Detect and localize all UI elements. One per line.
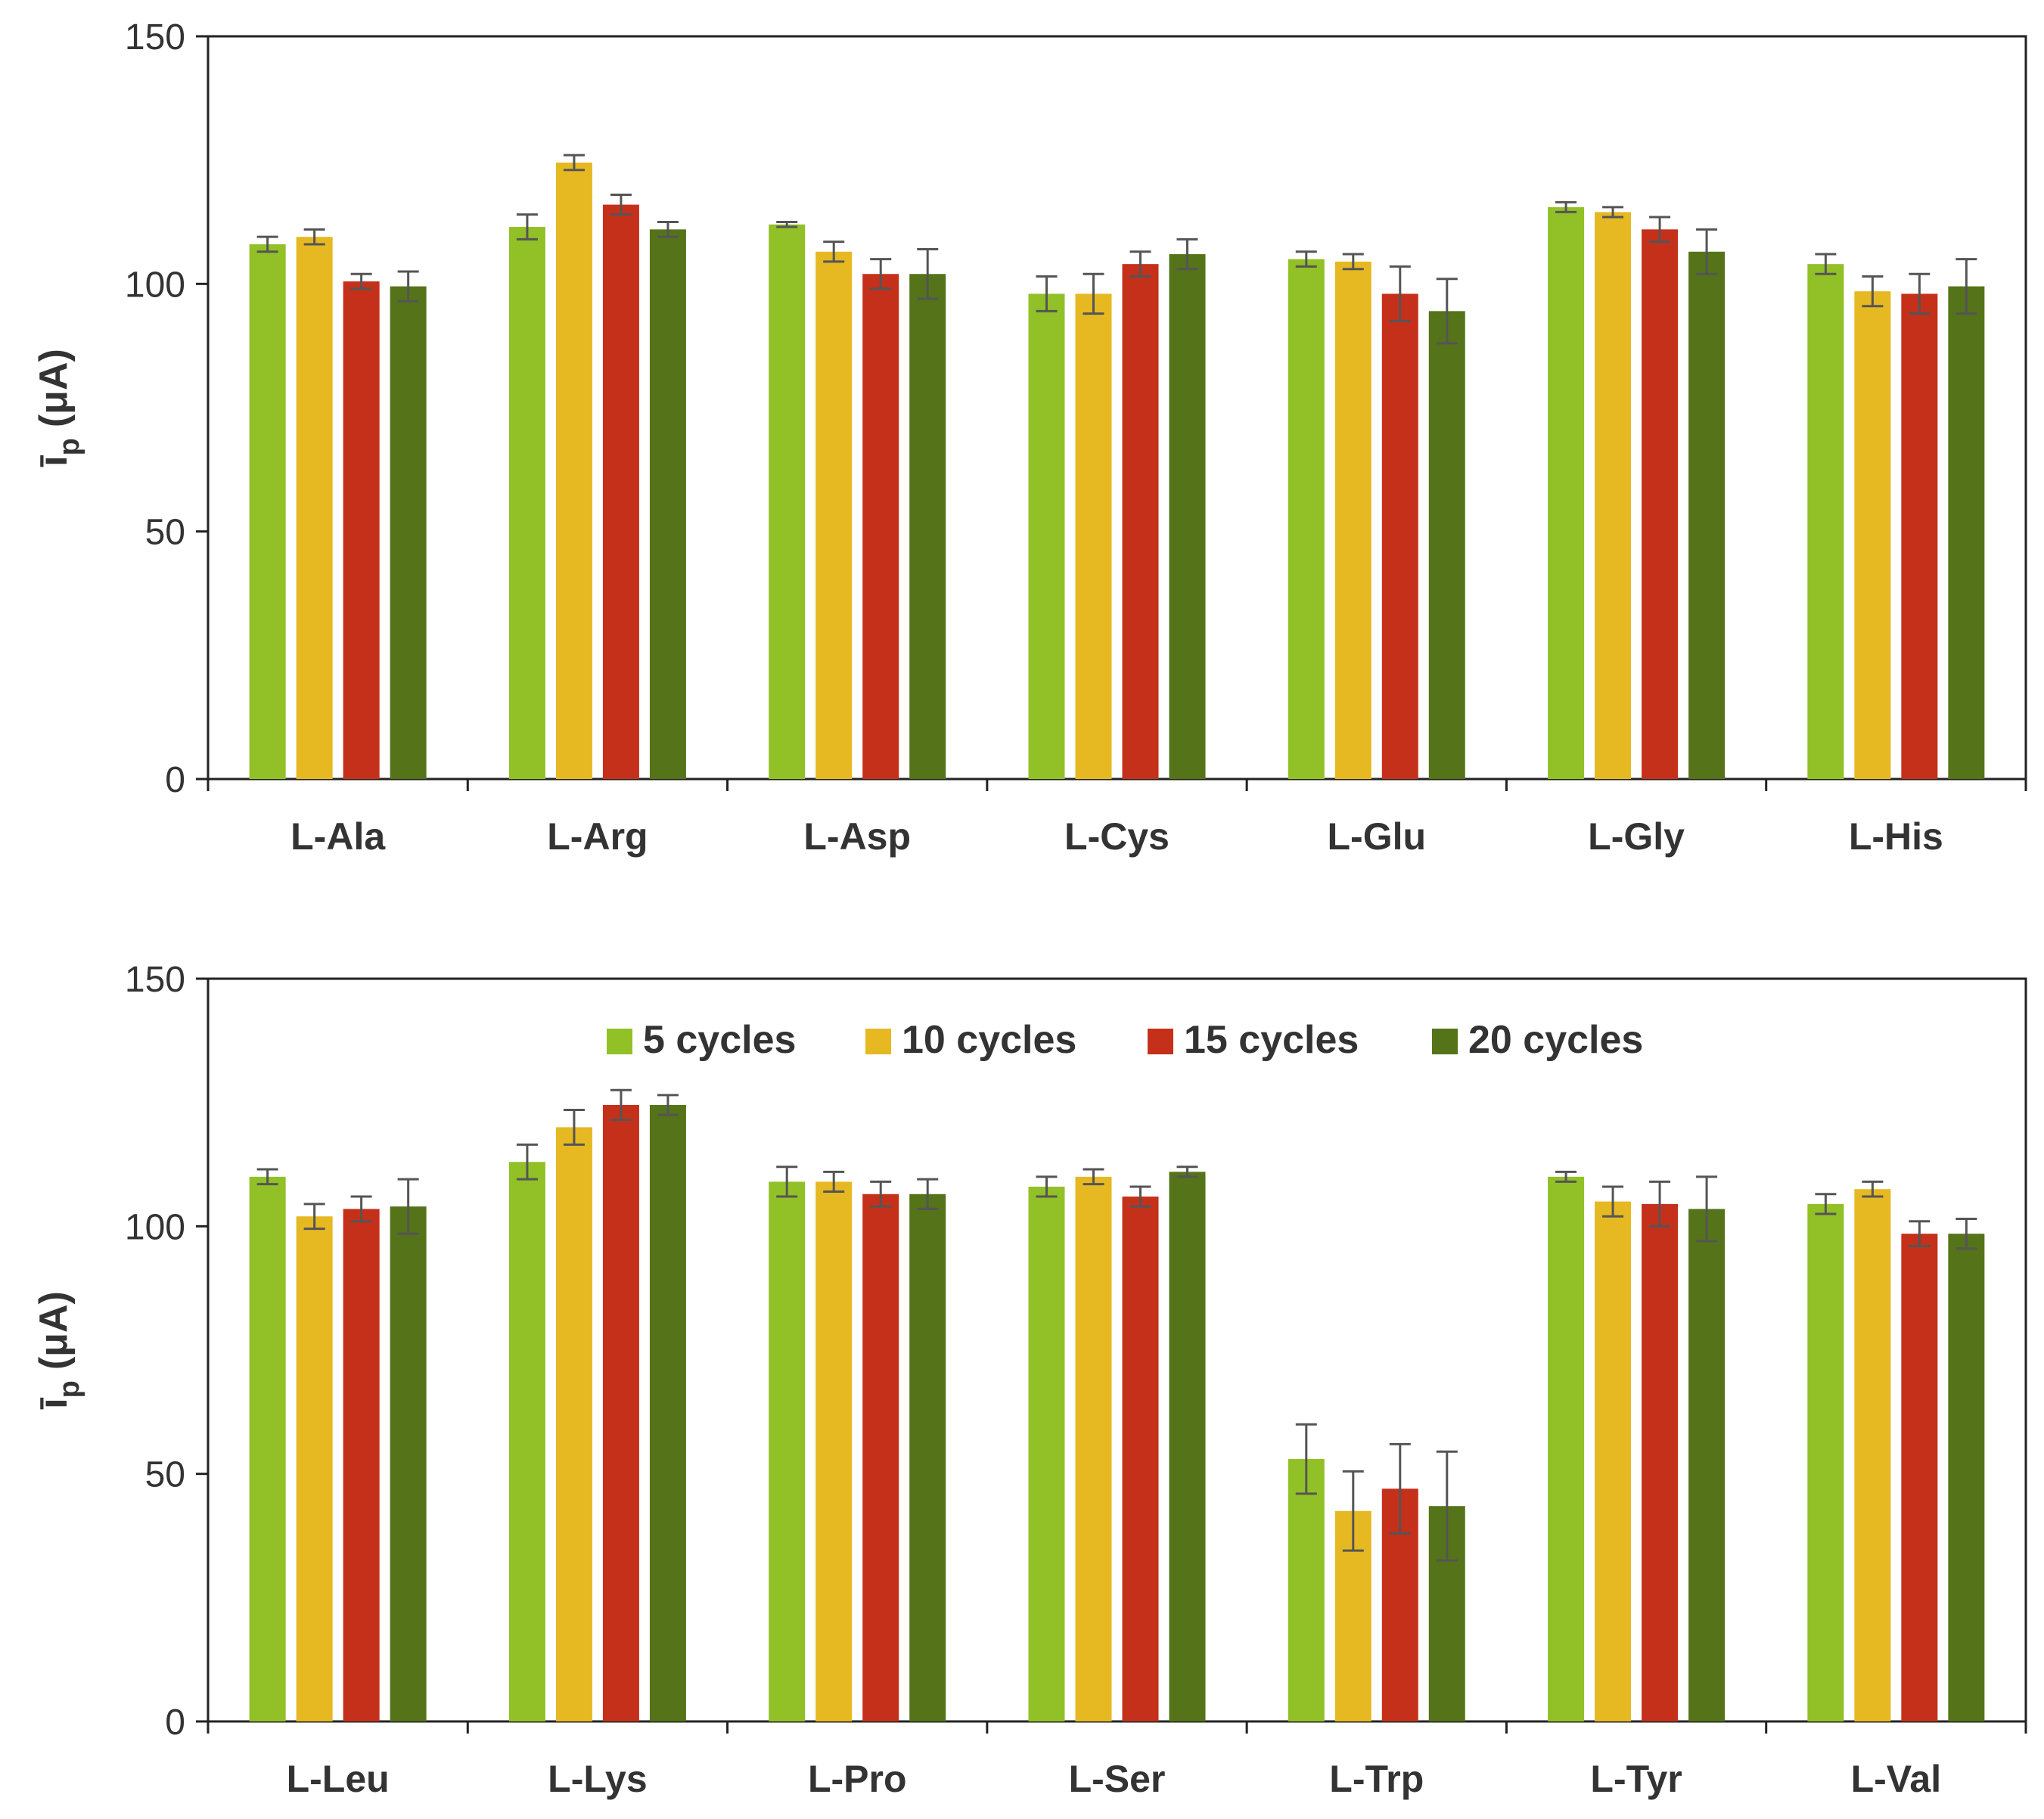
bar xyxy=(1334,261,1371,780)
bar xyxy=(1075,1176,1112,1721)
bar xyxy=(602,1104,639,1721)
bar xyxy=(1901,293,1938,780)
bar xyxy=(508,227,545,780)
y-axis-title-unit: (μA) xyxy=(32,349,76,427)
bar xyxy=(1028,1186,1065,1721)
bar xyxy=(1948,1234,1985,1721)
y-tick-label: 150 xyxy=(125,960,185,1000)
bar xyxy=(862,1194,899,1721)
legend-swatch xyxy=(865,1029,891,1054)
plot-frame xyxy=(207,35,2027,781)
bar xyxy=(1595,1201,1632,1721)
legend: 5 cycles 10 cycles 15 cycles 20 cycles xyxy=(607,1018,1643,1062)
bottom-panel: 0 50 100 150 L-Leu L-Lys L-Pro L-Ser L-Trp L-Tyr L… xyxy=(32,960,2027,1800)
bar xyxy=(1428,311,1465,780)
y-axis-title-main: ī xyxy=(32,1397,76,1410)
bar xyxy=(1642,229,1679,779)
y-axis-title-subscript: p xyxy=(54,438,85,455)
bar xyxy=(296,1216,333,1721)
legend-label: 10 cycles xyxy=(902,1018,1076,1062)
category-label: L-Gly xyxy=(1588,815,1685,858)
legend-swatch xyxy=(1432,1029,1458,1054)
category-label: L-Asp xyxy=(803,815,911,858)
legend-label: 5 cycles xyxy=(643,1018,796,1062)
bar xyxy=(249,244,286,780)
category-label: L-Glu xyxy=(1328,815,1427,858)
category-label: L-Val xyxy=(1851,1758,1941,1800)
bar xyxy=(649,229,686,779)
bar xyxy=(390,1206,427,1721)
category-label: L-Trp xyxy=(1329,1758,1424,1800)
bar xyxy=(1122,264,1159,779)
category-label: L-Cys xyxy=(1064,815,1170,858)
y-axis-title: īp (μA) xyxy=(32,1291,85,1410)
category-label: L-Arg xyxy=(547,815,648,858)
bar xyxy=(1122,1197,1159,1721)
y-tick-label: 50 xyxy=(145,513,185,553)
bar xyxy=(1548,1176,1585,1721)
bar xyxy=(769,224,806,780)
category-label: L-Pro xyxy=(808,1758,907,1800)
bar xyxy=(1854,291,1891,779)
bar xyxy=(555,162,592,779)
bar xyxy=(555,1127,592,1721)
plot-frame xyxy=(207,977,2027,1723)
y-tick-label: 50 xyxy=(145,1455,185,1495)
bar xyxy=(602,204,639,779)
category-label: L-Lys xyxy=(548,1758,648,1800)
bar xyxy=(909,274,946,779)
bar xyxy=(769,1181,806,1721)
category-label: L-Tyr xyxy=(1590,1758,1682,1800)
y-axis-title-subscript: p xyxy=(54,1380,85,1398)
bar xyxy=(815,251,853,779)
bar xyxy=(862,274,899,779)
bar xyxy=(1288,259,1325,780)
bar xyxy=(649,1104,686,1721)
bar xyxy=(249,1176,286,1721)
bar xyxy=(1688,1209,1726,1721)
bar xyxy=(1595,212,1632,779)
category-label: L-Ala xyxy=(290,815,386,858)
bar xyxy=(1288,1459,1325,1721)
bar xyxy=(1075,293,1112,780)
category-label: L-Ser xyxy=(1069,1758,1166,1800)
bar xyxy=(1807,1203,1844,1721)
bar xyxy=(1548,206,1585,779)
bar xyxy=(1807,264,1844,779)
bar xyxy=(390,286,427,779)
legend-label: 20 cycles xyxy=(1468,1018,1643,1062)
y-tick-label: 0 xyxy=(165,760,185,800)
bar xyxy=(909,1194,946,1721)
y-axis-title-main: ī xyxy=(32,455,76,467)
y-axis-title-unit: (μA) xyxy=(32,1291,76,1370)
bar xyxy=(1642,1203,1679,1721)
bar xyxy=(1381,293,1418,780)
y-tick-label: 100 xyxy=(125,1207,185,1247)
category-label: L-Leu xyxy=(287,1758,390,1800)
category-label: L-His xyxy=(1849,815,1943,858)
bar xyxy=(508,1162,545,1721)
y-tick-label: 100 xyxy=(125,265,185,305)
bar xyxy=(296,237,333,779)
y-tick-label: 150 xyxy=(125,17,185,57)
bar xyxy=(1688,251,1726,779)
bar xyxy=(1169,254,1206,779)
bar xyxy=(1028,293,1065,780)
top-panel: 0 50 100 150 L-Ala L-Arg L-Asp L-Cys L-Glu L-Gly L… xyxy=(32,17,2027,858)
bar xyxy=(343,281,380,779)
legend-label: 15 cycles xyxy=(1184,1018,1359,1062)
bar xyxy=(1169,1172,1206,1721)
y-tick-label: 0 xyxy=(165,1703,185,1743)
bar xyxy=(1948,286,1985,779)
legend-swatch xyxy=(607,1029,632,1054)
y-axis-title: īp (μA) xyxy=(32,349,85,467)
legend-swatch xyxy=(1148,1029,1173,1054)
bar xyxy=(343,1209,380,1721)
bar xyxy=(815,1181,853,1721)
bar xyxy=(1854,1189,1891,1721)
bar xyxy=(1901,1234,1938,1721)
